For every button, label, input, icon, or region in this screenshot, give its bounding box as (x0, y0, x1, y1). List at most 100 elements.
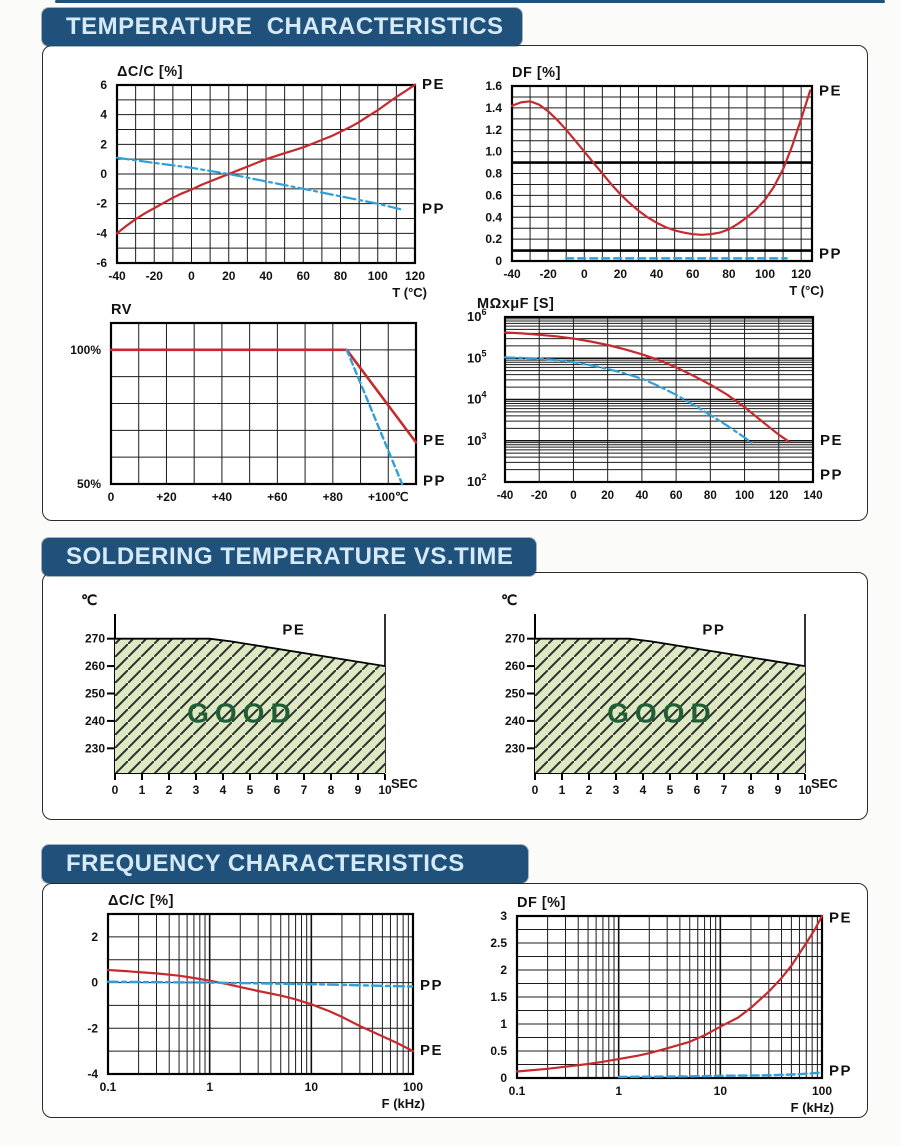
svg-text:10: 10 (798, 783, 812, 797)
svg-text:100: 100 (735, 490, 754, 502)
svg-text:℃: ℃ (81, 593, 98, 609)
svg-text:℃: ℃ (501, 593, 518, 609)
svg-text:60: 60 (686, 267, 700, 281)
svg-text:100: 100 (755, 267, 775, 281)
svg-text:2: 2 (166, 783, 173, 797)
svg-text:2: 2 (500, 963, 507, 977)
svg-text:10: 10 (378, 783, 392, 797)
section-title-temperature: TEMPERATURE CHARACTERISTICS (66, 13, 504, 40)
svg-text:SEC: SEC (811, 776, 838, 791)
svg-text:0: 0 (100, 167, 107, 181)
svg-text:0.5: 0.5 (490, 1044, 507, 1058)
chart-soldering-pp: GOOD 0 1 2 3 4 5 6 7 8 9 10 270 260 250 240 230 ℃ SEC PP (501, 593, 838, 797)
svg-text:1.5: 1.5 (490, 990, 507, 1004)
svg-text:0.1: 0.1 (509, 1084, 526, 1098)
svg-text:9: 9 (355, 783, 362, 797)
svg-text:PE: PE (420, 1042, 443, 1059)
svg-text:10: 10 (305, 1080, 319, 1094)
svg-text:GOOD: GOOD (187, 697, 297, 728)
svg-text:0: 0 (570, 490, 576, 502)
svg-text:2: 2 (586, 783, 593, 797)
svg-text:T (°C): T (°C) (789, 283, 824, 298)
svg-text:1: 1 (559, 783, 566, 797)
svg-text:PE: PE (819, 82, 842, 99)
svg-text:0.2: 0.2 (485, 232, 502, 246)
svg-text:104: 104 (467, 390, 486, 407)
svg-text:100: 100 (812, 1084, 832, 1098)
svg-text:-40: -40 (503, 267, 521, 281)
svg-text:20: 20 (222, 269, 236, 283)
svg-text:105: 105 (467, 348, 486, 365)
svg-text:+100℃: +100℃ (368, 490, 409, 504)
svg-text:9: 9 (775, 783, 782, 797)
svg-text:4: 4 (220, 783, 227, 797)
svg-text:5: 5 (247, 783, 254, 797)
temperature-characteristics-panel: -40 -20 0 20 40 60 80 100 120 -6 -4 -2 0 2 4 6 ΔC/C [%] T… (42, 45, 868, 521)
svg-text:120: 120 (791, 267, 811, 281)
svg-text:1.4: 1.4 (485, 101, 502, 115)
svg-text:PP: PP (702, 621, 725, 638)
svg-text:0.4: 0.4 (485, 210, 502, 224)
svg-text:250: 250 (85, 687, 105, 701)
svg-text:100: 100 (368, 269, 388, 283)
svg-text:PP: PP (820, 466, 843, 483)
svg-text:-4: -4 (87, 1067, 98, 1081)
svg-text:0.6: 0.6 (485, 188, 502, 202)
svg-text:20: 20 (614, 267, 628, 281)
svg-text:PE: PE (423, 432, 446, 449)
svg-text:100: 100 (403, 1080, 423, 1094)
svg-text:PE: PE (820, 432, 843, 449)
svg-text:PE: PE (422, 76, 445, 93)
svg-text:DF [%]: DF [%] (512, 65, 561, 81)
svg-text:-40: -40 (497, 490, 514, 502)
svg-text:+20: +20 (156, 490, 177, 504)
svg-text:120: 120 (769, 490, 788, 502)
svg-text:1.0: 1.0 (485, 145, 502, 159)
svg-text:6: 6 (100, 78, 107, 92)
soldering-panel: GOOD 0 1 2 3 4 5 6 7 8 9 10 270 260 250 240 230 ℃ SEC PE GO… (42, 572, 868, 820)
svg-text:4: 4 (640, 783, 647, 797)
svg-text:0: 0 (112, 783, 119, 797)
svg-text:5: 5 (667, 783, 674, 797)
svg-text:DF [%]: DF [%] (517, 895, 566, 911)
svg-text:4: 4 (100, 108, 107, 122)
svg-text:106: 106 (467, 307, 486, 324)
svg-text:GOOD: GOOD (607, 697, 717, 728)
svg-text:RV: RV (111, 302, 132, 318)
svg-text:+60: +60 (267, 490, 288, 504)
svg-text:3: 3 (613, 783, 620, 797)
svg-text:20: 20 (601, 490, 614, 502)
svg-text:0: 0 (495, 254, 502, 268)
svg-text:F (kHz): F (kHz) (382, 1096, 425, 1111)
svg-text:2.5: 2.5 (490, 936, 507, 950)
section-header-frequency: FREQUENCY CHARACTERISTICS (42, 845, 528, 883)
svg-text:1: 1 (206, 1080, 213, 1094)
svg-text:-6: -6 (96, 256, 107, 270)
svg-text:3: 3 (193, 783, 200, 797)
svg-text:SEC: SEC (391, 776, 418, 791)
chart-freq-df: 0.1 1 10 100 3 2.5 2 1.5 1 0.5 0 DF [%] F (kHz) PE PP (490, 895, 852, 1115)
svg-text:+80: +80 (323, 490, 344, 504)
svg-text:1: 1 (139, 783, 146, 797)
svg-text:0.1: 0.1 (100, 1080, 117, 1094)
svg-text:8: 8 (748, 783, 755, 797)
svg-text:6: 6 (694, 783, 701, 797)
frequency-characteristics-panel: 0.1 1 10 100 2 0 -2 -4 ΔC/C [%] F (kHz) PP PE 0.1 1 1… (42, 883, 868, 1118)
svg-text:-4: -4 (96, 226, 107, 240)
svg-text:MΩxμF [S]: MΩxμF [S] (477, 296, 554, 312)
svg-text:50%: 50% (77, 477, 101, 491)
svg-text:3: 3 (500, 909, 507, 923)
svg-text:270: 270 (85, 632, 105, 646)
svg-text:PP: PP (423, 472, 446, 489)
svg-text:+40: +40 (212, 490, 233, 504)
chart-temp-df: -40 -20 0 20 40 60 80 100 120 1.6 1.4 1.2 1.0 0.8 0.6 0… (485, 65, 842, 298)
svg-text:80: 80 (722, 267, 736, 281)
svg-text:-2: -2 (87, 1021, 98, 1035)
svg-text:PE: PE (829, 910, 852, 927)
previous-section-divider (55, 0, 885, 3)
svg-text:102: 102 (467, 472, 486, 489)
svg-text:2: 2 (91, 930, 98, 944)
svg-text:PP: PP (422, 201, 445, 218)
